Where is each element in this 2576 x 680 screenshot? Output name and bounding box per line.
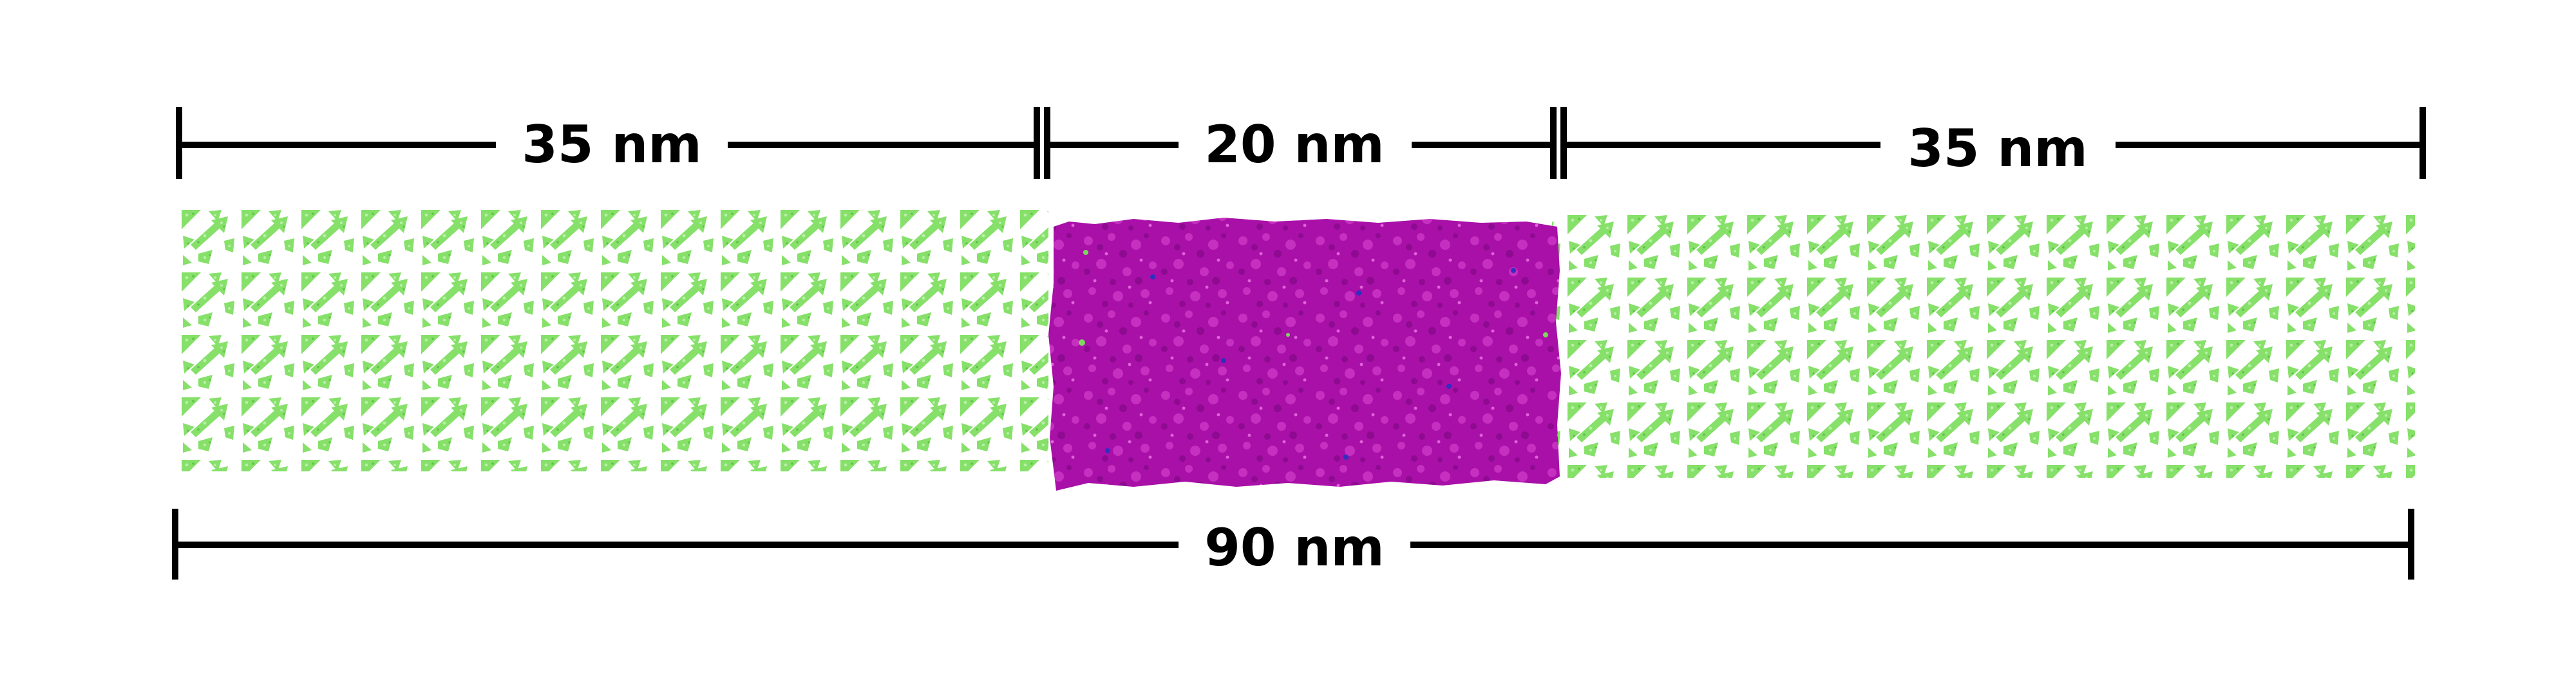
dimension-right-label: 35 nm	[1908, 118, 2088, 178]
amorphous-block	[1048, 218, 1561, 491]
crystal-block-left	[179, 207, 1048, 471]
dimension-total	[172, 509, 2414, 580]
dimension-total-label: 90 nm	[1204, 518, 1385, 578]
dimension-left	[176, 107, 1040, 179]
crystal-block-right	[1552, 212, 2415, 478]
dimension-middle	[1044, 107, 1557, 179]
dimension-right	[1560, 107, 2426, 179]
dimension-left-label: 35 nm	[522, 115, 702, 175]
dimension-middle-label: 20 nm	[1204, 115, 1385, 175]
